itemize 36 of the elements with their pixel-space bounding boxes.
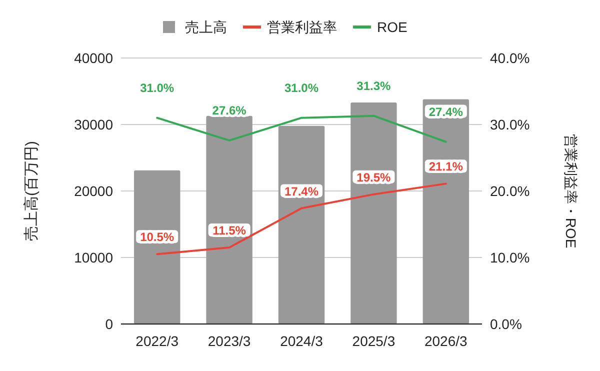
y2-axis-title: 営業利益率・ROE <box>563 134 579 248</box>
x-tick-label: 2023/3 <box>208 333 251 349</box>
y2-tick-label: 0.0% <box>490 316 522 332</box>
y-tick-label: 40000 <box>74 50 114 66</box>
x-tick-label: 2025/3 <box>352 333 396 349</box>
data-label: 27.4% <box>428 104 464 119</box>
data-label: 21.1% <box>428 160 464 174</box>
data-label: 10.5% <box>140 230 174 244</box>
y2-tick-label: 10.0% <box>490 250 530 266</box>
x-tick-label: 2024/3 <box>280 333 324 349</box>
y-tick-label: 20000 <box>74 183 114 199</box>
data-label: 31.3% <box>356 78 392 93</box>
y2-tick-label: 30.0% <box>490 116 530 132</box>
x-tick-label: 2022/3 <box>136 333 179 349</box>
legend-label: 営業利益率 <box>267 19 337 35</box>
data-label: 11.5% <box>212 224 246 238</box>
bar <box>278 126 325 324</box>
data-label: 31.0% <box>284 80 319 95</box>
line-series <box>156 114 447 143</box>
y-tick-label: 30000 <box>74 116 114 132</box>
y-tick-label: 0 <box>105 316 114 332</box>
bar <box>422 99 470 324</box>
data-label: 17.4% <box>284 184 319 198</box>
data-label: 19.5% <box>356 170 392 184</box>
x-tick-label: 2026/3 <box>424 333 468 349</box>
y2-tick-label: 40.0% <box>490 50 530 66</box>
bar <box>350 102 397 324</box>
y2-tick-label: 20.0% <box>490 183 530 199</box>
bar <box>206 116 252 324</box>
y-axis-title: 売上高(百万円) <box>23 141 40 241</box>
data-label: 27.6% <box>212 103 247 118</box>
bar <box>134 170 180 324</box>
legend-label: ROE <box>377 19 408 35</box>
data-label: 31.0% <box>140 80 174 95</box>
legend-label: 売上高 <box>185 19 227 35</box>
y-tick-label: 10000 <box>74 250 114 266</box>
